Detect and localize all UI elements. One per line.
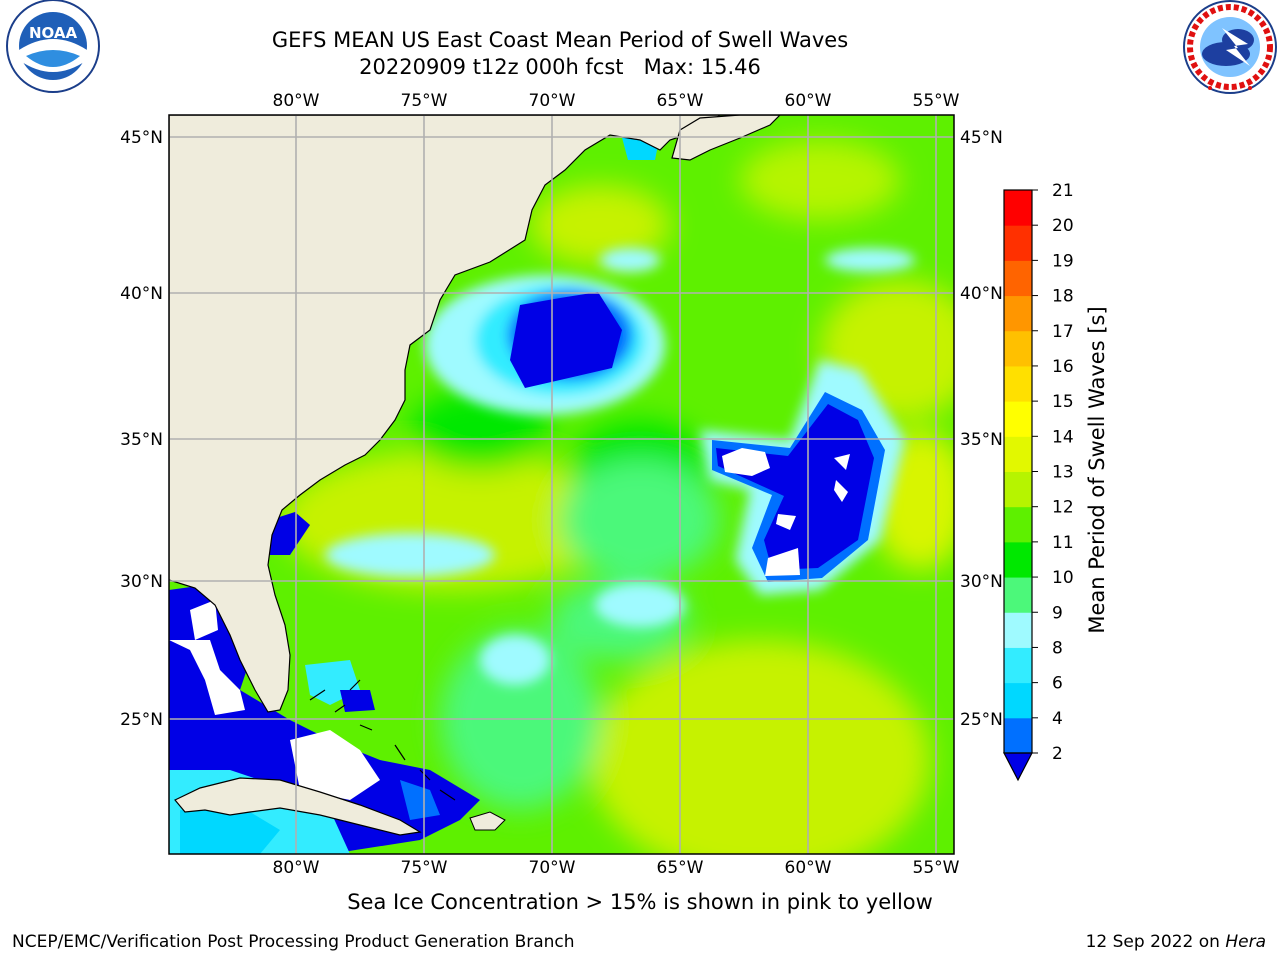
colorbar-segment (1004, 541, 1032, 578)
map-title: GEFS MEAN US East Coast Mean Period of S… (271, 28, 849, 52)
north-america-land (169, 115, 721, 713)
colorbar-under-arrow (1003, 752, 1033, 782)
colorbar-tick-label: 9 (1052, 603, 1063, 623)
plot-frame (168, 114, 955, 855)
lon-label-bottom: 65°W (657, 858, 704, 878)
nws-logo (1183, 0, 1277, 94)
lon-label-top: 55°W (913, 91, 960, 111)
issue-date: 12 Sep 2022 on Hera (1086, 932, 1266, 952)
lat-label-right: 45°N (960, 128, 1003, 148)
colorbar-segment (1004, 190, 1032, 226)
colorbar-segment (1004, 330, 1032, 367)
colorbar-segment (1004, 577, 1032, 613)
colorbar-segment (1004, 436, 1032, 472)
colorbar-segment (1004, 506, 1032, 543)
colorbar-segment (1004, 260, 1032, 297)
colorbar-tick-label: 2 (1052, 744, 1063, 764)
colorbar-tick-label: 20 (1052, 216, 1074, 236)
colorbar-segment (1004, 612, 1032, 648)
colorbar-tick-label: 12 (1052, 498, 1074, 518)
colorbar-segment (1004, 647, 1032, 684)
lat-label-left: 45°N (120, 128, 163, 148)
colorbar-tick-label: 8 (1052, 638, 1063, 658)
cuba-land (174, 777, 422, 836)
sea-ice-note: Sea Ice Concentration > 15% is shown in … (347, 890, 933, 914)
lon-label-top: 80°W (273, 91, 320, 111)
lat-label-right: 30°N (960, 572, 1003, 592)
colorbar-segment (1004, 717, 1032, 754)
hispaniola-land (469, 811, 506, 831)
colorbar-tick-label: 16 (1052, 357, 1074, 377)
axis-labels: 80°W 75°W 70°W 65°W 60°W 55°W 80°W 75°W … (120, 91, 1003, 878)
lat-label-left: 35°N (120, 430, 163, 450)
plot-area (169, 115, 954, 854)
lat-label-left: 25°N (120, 710, 163, 730)
producer-credit: NCEP/EMC/Verification Post Processing Pr… (12, 932, 575, 952)
lat-label-left: 30°N (120, 572, 163, 592)
lon-label-top: 60°W (785, 91, 832, 111)
lon-label-bottom: 55°W (913, 858, 960, 878)
lon-label-bottom: 80°W (273, 858, 320, 878)
noaa-logo-text: NOAA (29, 24, 78, 42)
colorbar-segment (1004, 682, 1032, 719)
map-subtitle: 20220909 t12z 000h fcst Max: 15.46 (359, 55, 761, 79)
colorbar-tick-label: 14 (1052, 427, 1074, 447)
colorbar-tick-label: 19 (1052, 251, 1074, 271)
colorbar-tick-label: 6 (1052, 674, 1063, 694)
colorbar-segment (1004, 365, 1032, 402)
colorbar-tick-label: 18 (1052, 287, 1074, 307)
colorbar-segment (1004, 471, 1032, 508)
lon-label-bottom: 60°W (785, 858, 832, 878)
issue-date-text: 12 Sep 2022 on (1085, 932, 1226, 952)
lat-label-right: 25°N (960, 710, 1003, 730)
colorbar-segment (1004, 295, 1032, 332)
colorbar-label: Mean Period of Swell Waves [s] (1085, 306, 1109, 634)
colorbar-tick-label: 11 (1052, 533, 1074, 553)
lon-label-top: 75°W (401, 91, 448, 111)
lon-label-bottom: 75°W (401, 858, 448, 878)
map-graticule (169, 115, 954, 854)
colorbar: 2 4 6 8 9 10 11 12 13 14 15 16 17 18 19 20 21 (1003, 181, 1074, 782)
colorbar-segment (1004, 225, 1032, 261)
colorbar-tick-label: 4 (1052, 709, 1063, 729)
system-name: Hera (1225, 932, 1266, 952)
lon-label-top: 65°W (657, 91, 704, 111)
lat-label-left: 40°N (120, 284, 163, 304)
colorbar-tick-label: 21 (1052, 181, 1074, 201)
lon-label-bottom: 70°W (529, 858, 576, 878)
colorbar-tick-label: 10 (1052, 568, 1074, 588)
colorbar-segment (1004, 401, 1032, 437)
colorbar-tick-label: 17 (1052, 322, 1074, 342)
lat-label-right: 35°N (960, 430, 1003, 450)
lat-label-right: 40°N (960, 284, 1003, 304)
period-contours (169, 130, 954, 854)
noaa-logo: NOAA (6, 0, 100, 93)
lon-label-top: 70°W (529, 91, 576, 111)
colorbar-tick-label: 13 (1052, 463, 1074, 483)
colorbar-tick-label: 15 (1052, 392, 1074, 412)
bahamas-coastline (309, 679, 456, 801)
